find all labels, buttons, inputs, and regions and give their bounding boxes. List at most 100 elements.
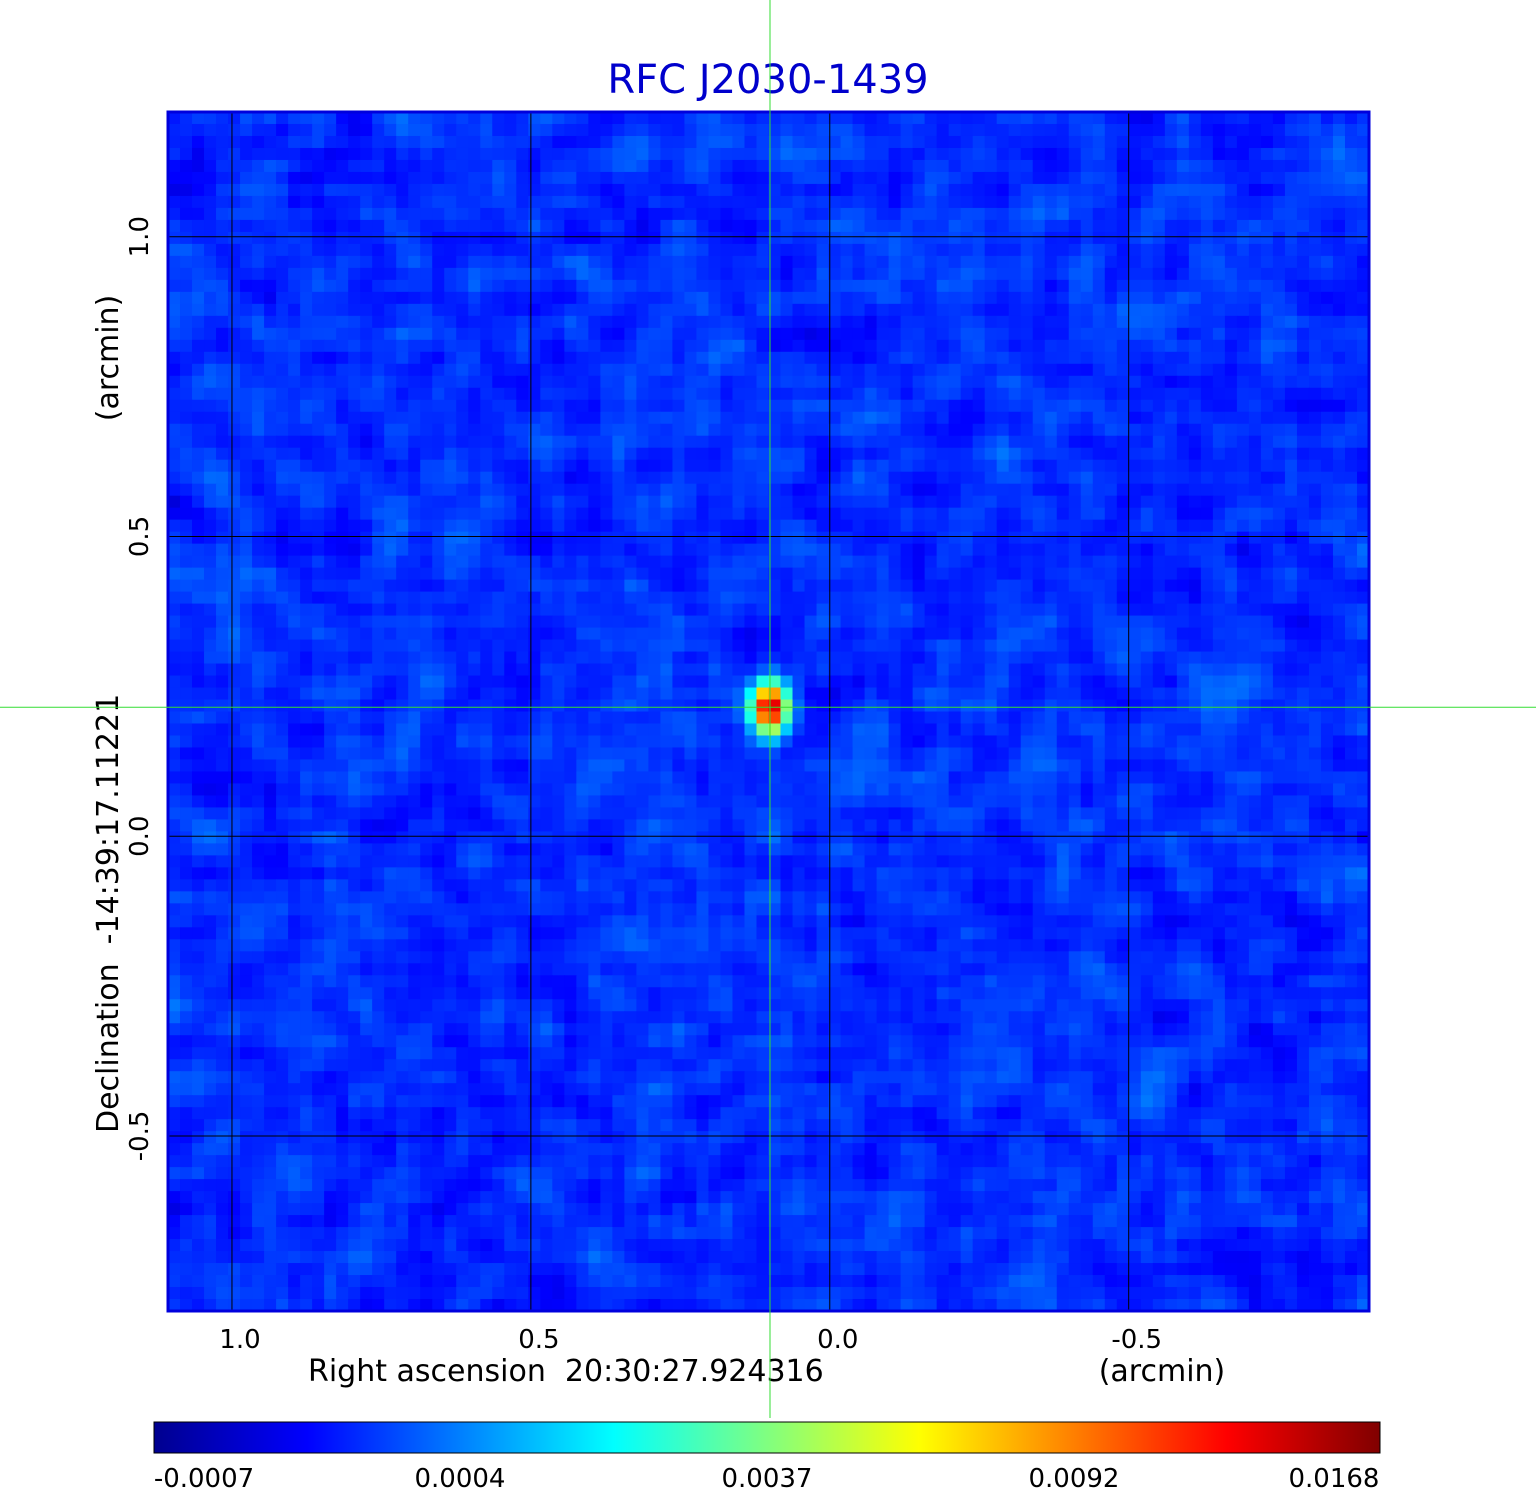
heatmap-cell xyxy=(1320,555,1334,569)
heatmap-cell xyxy=(1128,531,1142,545)
heatmap-cell xyxy=(1200,447,1214,461)
heatmap-cell xyxy=(1212,591,1226,605)
heatmap-cell xyxy=(168,663,181,677)
heatmap-cell xyxy=(348,219,361,233)
heatmap-cell xyxy=(384,531,397,545)
heatmap-cell xyxy=(864,615,878,629)
heatmap-cell xyxy=(168,147,181,161)
heatmap-cell xyxy=(264,471,277,485)
heatmap-cell xyxy=(744,183,758,197)
heatmap-cell xyxy=(612,123,625,137)
heatmap-cell xyxy=(1140,447,1154,461)
heatmap-cell xyxy=(972,183,986,197)
heatmap-cell xyxy=(1092,447,1106,461)
heatmap-cell xyxy=(648,351,662,365)
heatmap-cell xyxy=(840,615,854,629)
heatmap-cell xyxy=(396,183,409,197)
heatmap-cell xyxy=(1332,555,1346,569)
heatmap-cell xyxy=(1032,339,1046,353)
heatmap-cell xyxy=(420,183,433,197)
heatmap-cell xyxy=(972,387,986,401)
heatmap-cell xyxy=(540,387,553,401)
heatmap-cell xyxy=(1068,195,1082,209)
heatmap-cell xyxy=(828,699,842,713)
heatmap-cell xyxy=(684,303,698,317)
heatmap-cell xyxy=(828,231,842,245)
heatmap-cell xyxy=(312,459,325,473)
heatmap-cell xyxy=(1236,267,1250,281)
heatmap-cell xyxy=(996,639,1010,653)
heatmap-cell xyxy=(1344,375,1358,389)
heatmap-cell xyxy=(1008,423,1022,437)
heatmap-cell xyxy=(672,435,686,449)
heatmap-cell xyxy=(912,183,926,197)
heatmap-cell xyxy=(948,603,962,617)
heatmap-cell xyxy=(1260,567,1274,581)
heatmap-cell xyxy=(1320,171,1334,185)
heatmap-cell xyxy=(924,519,938,533)
heatmap-cell xyxy=(900,267,914,281)
heatmap-cell xyxy=(996,183,1010,197)
heatmap-cell xyxy=(180,699,193,713)
heatmap-cell xyxy=(360,315,373,329)
heatmap-cell xyxy=(1260,675,1274,689)
heatmap-cell xyxy=(696,411,710,425)
heatmap-cell xyxy=(444,687,457,701)
heatmap-cell xyxy=(504,507,517,521)
heatmap-cell xyxy=(492,327,505,341)
heatmap-cell xyxy=(804,171,818,185)
heatmap-cell xyxy=(912,135,926,149)
heatmap-cell xyxy=(1236,447,1250,461)
heatmap-cell xyxy=(1356,171,1369,185)
heatmap-cell xyxy=(336,135,349,149)
heatmap-cell xyxy=(1320,255,1334,269)
heatmap-cell xyxy=(636,339,649,353)
heatmap-cell xyxy=(1020,219,1034,233)
heatmap-cell xyxy=(792,219,806,233)
heatmap-cell xyxy=(672,112,686,125)
heatmap-cell xyxy=(792,699,806,713)
heatmap-cell xyxy=(1212,651,1226,665)
heatmap-cell xyxy=(252,627,265,641)
heatmap-cell xyxy=(576,471,589,485)
heatmap-cell xyxy=(228,351,241,365)
heatmap-cell xyxy=(888,531,902,545)
heatmap-cell xyxy=(816,663,830,677)
heatmap-cell xyxy=(996,567,1010,581)
heatmap-cell xyxy=(1188,555,1202,569)
heatmap-cell xyxy=(1320,291,1334,305)
heatmap-cell xyxy=(468,243,481,257)
heatmap-cell xyxy=(456,243,469,257)
heatmap-cell xyxy=(336,423,349,437)
heatmap-cell xyxy=(996,123,1010,137)
heatmap-cell xyxy=(828,135,842,149)
heatmap-cell xyxy=(588,627,601,641)
heatmap-cell xyxy=(228,387,241,401)
heatmap-cell xyxy=(1068,471,1082,485)
heatmap-cell xyxy=(240,291,253,305)
heatmap-cell xyxy=(228,135,241,149)
heatmap-cell xyxy=(648,243,662,257)
heatmap-cell xyxy=(288,699,301,713)
heatmap-cell xyxy=(552,315,565,329)
heatmap-cell xyxy=(1284,411,1298,425)
heatmap-cell xyxy=(924,195,938,209)
heatmap-cell xyxy=(936,615,950,629)
heatmap-cell xyxy=(588,327,601,341)
heatmap-cell xyxy=(1320,327,1334,341)
heatmap-cell xyxy=(1056,567,1070,581)
heatmap-cell xyxy=(564,339,577,353)
heatmap-cell xyxy=(504,567,517,581)
heatmap-cell xyxy=(672,543,686,557)
heatmap-cell xyxy=(1212,531,1226,545)
heatmap-cell xyxy=(1164,471,1178,485)
heatmap-cell xyxy=(1080,112,1094,125)
heatmap-cell xyxy=(1080,579,1094,593)
heatmap-cell xyxy=(1116,327,1130,341)
heatmap-cell xyxy=(264,303,277,317)
heatmap-cell xyxy=(888,603,902,617)
heatmap-cell xyxy=(240,171,253,185)
heatmap-cell xyxy=(684,135,698,149)
heatmap-cell xyxy=(1008,183,1022,197)
heatmap-cell xyxy=(1032,591,1046,605)
